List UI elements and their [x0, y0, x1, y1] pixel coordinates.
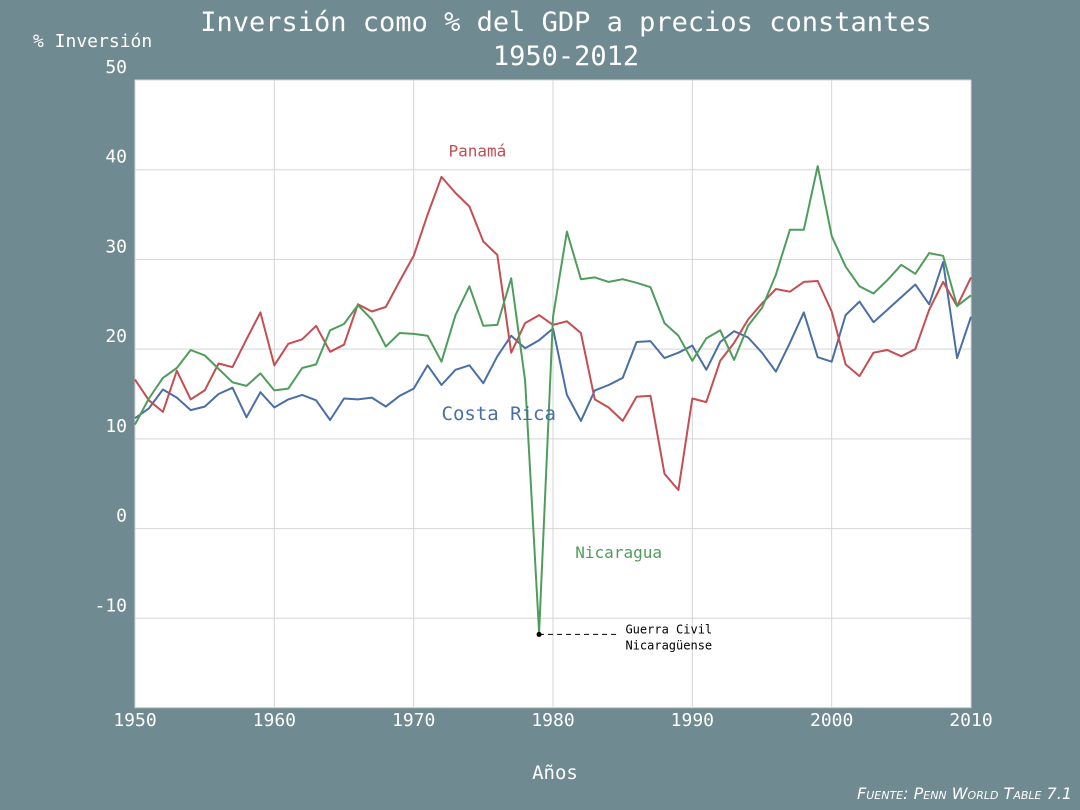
chart-title-line-1: Inversión como % del GDP a precios const…: [200, 7, 932, 38]
x-tick-1980: 1980: [531, 710, 574, 731]
y-tick-20: 20: [105, 326, 127, 347]
x-tick-2000: 2000: [810, 710, 853, 731]
x-axis-label: Años: [532, 762, 578, 784]
annotation: Guerra Civil Nicaragüense: [536, 622, 712, 652]
series-lines: [134, 165, 972, 634]
y-tick--10: -10: [94, 595, 127, 616]
source-note: Fuente: Penn World Table 7.1: [857, 784, 1072, 803]
annotation-text-line-2: Nicaragüense: [625, 638, 712, 652]
y-tick-40: 40: [105, 147, 127, 168]
y-axis-label: % Inversión: [33, 31, 153, 52]
x-tick-1990: 1990: [671, 710, 714, 731]
x-tick-2010: 2010: [949, 710, 992, 731]
y-tick-30: 30: [105, 236, 127, 257]
series-label-costa-rica: Costa Rica: [442, 403, 556, 425]
x-axis-ticks: 1950 1960 1970 1980 1990 2000 2010: [113, 710, 992, 731]
x-tick-1960: 1960: [253, 710, 296, 731]
x-tick-1970: 1970: [392, 710, 435, 731]
y-tick-10: 10: [105, 416, 127, 437]
series-label-panam-: Panamá: [449, 141, 507, 160]
y-tick-50: 50: [105, 57, 127, 78]
chart-title: Inversión como % del GDP a precios const…: [135, 6, 997, 74]
series-label-nicaragua: Nicaragua: [575, 543, 662, 562]
series-line-nicaragua: [134, 165, 972, 634]
x-tick-1950: 1950: [113, 710, 156, 731]
y-tick-0: 0: [116, 506, 127, 527]
chart-title-line-2: 1950-2012: [492, 41, 640, 72]
annotation-text-line-1: Guerra Civil: [625, 622, 712, 636]
series-labels: Panamá Costa Rica Nicaragua: [442, 141, 662, 562]
y-axis-ticks: 50 40 30 20 10 0 -10: [94, 57, 127, 616]
grid-lines: [134, 79, 972, 708]
